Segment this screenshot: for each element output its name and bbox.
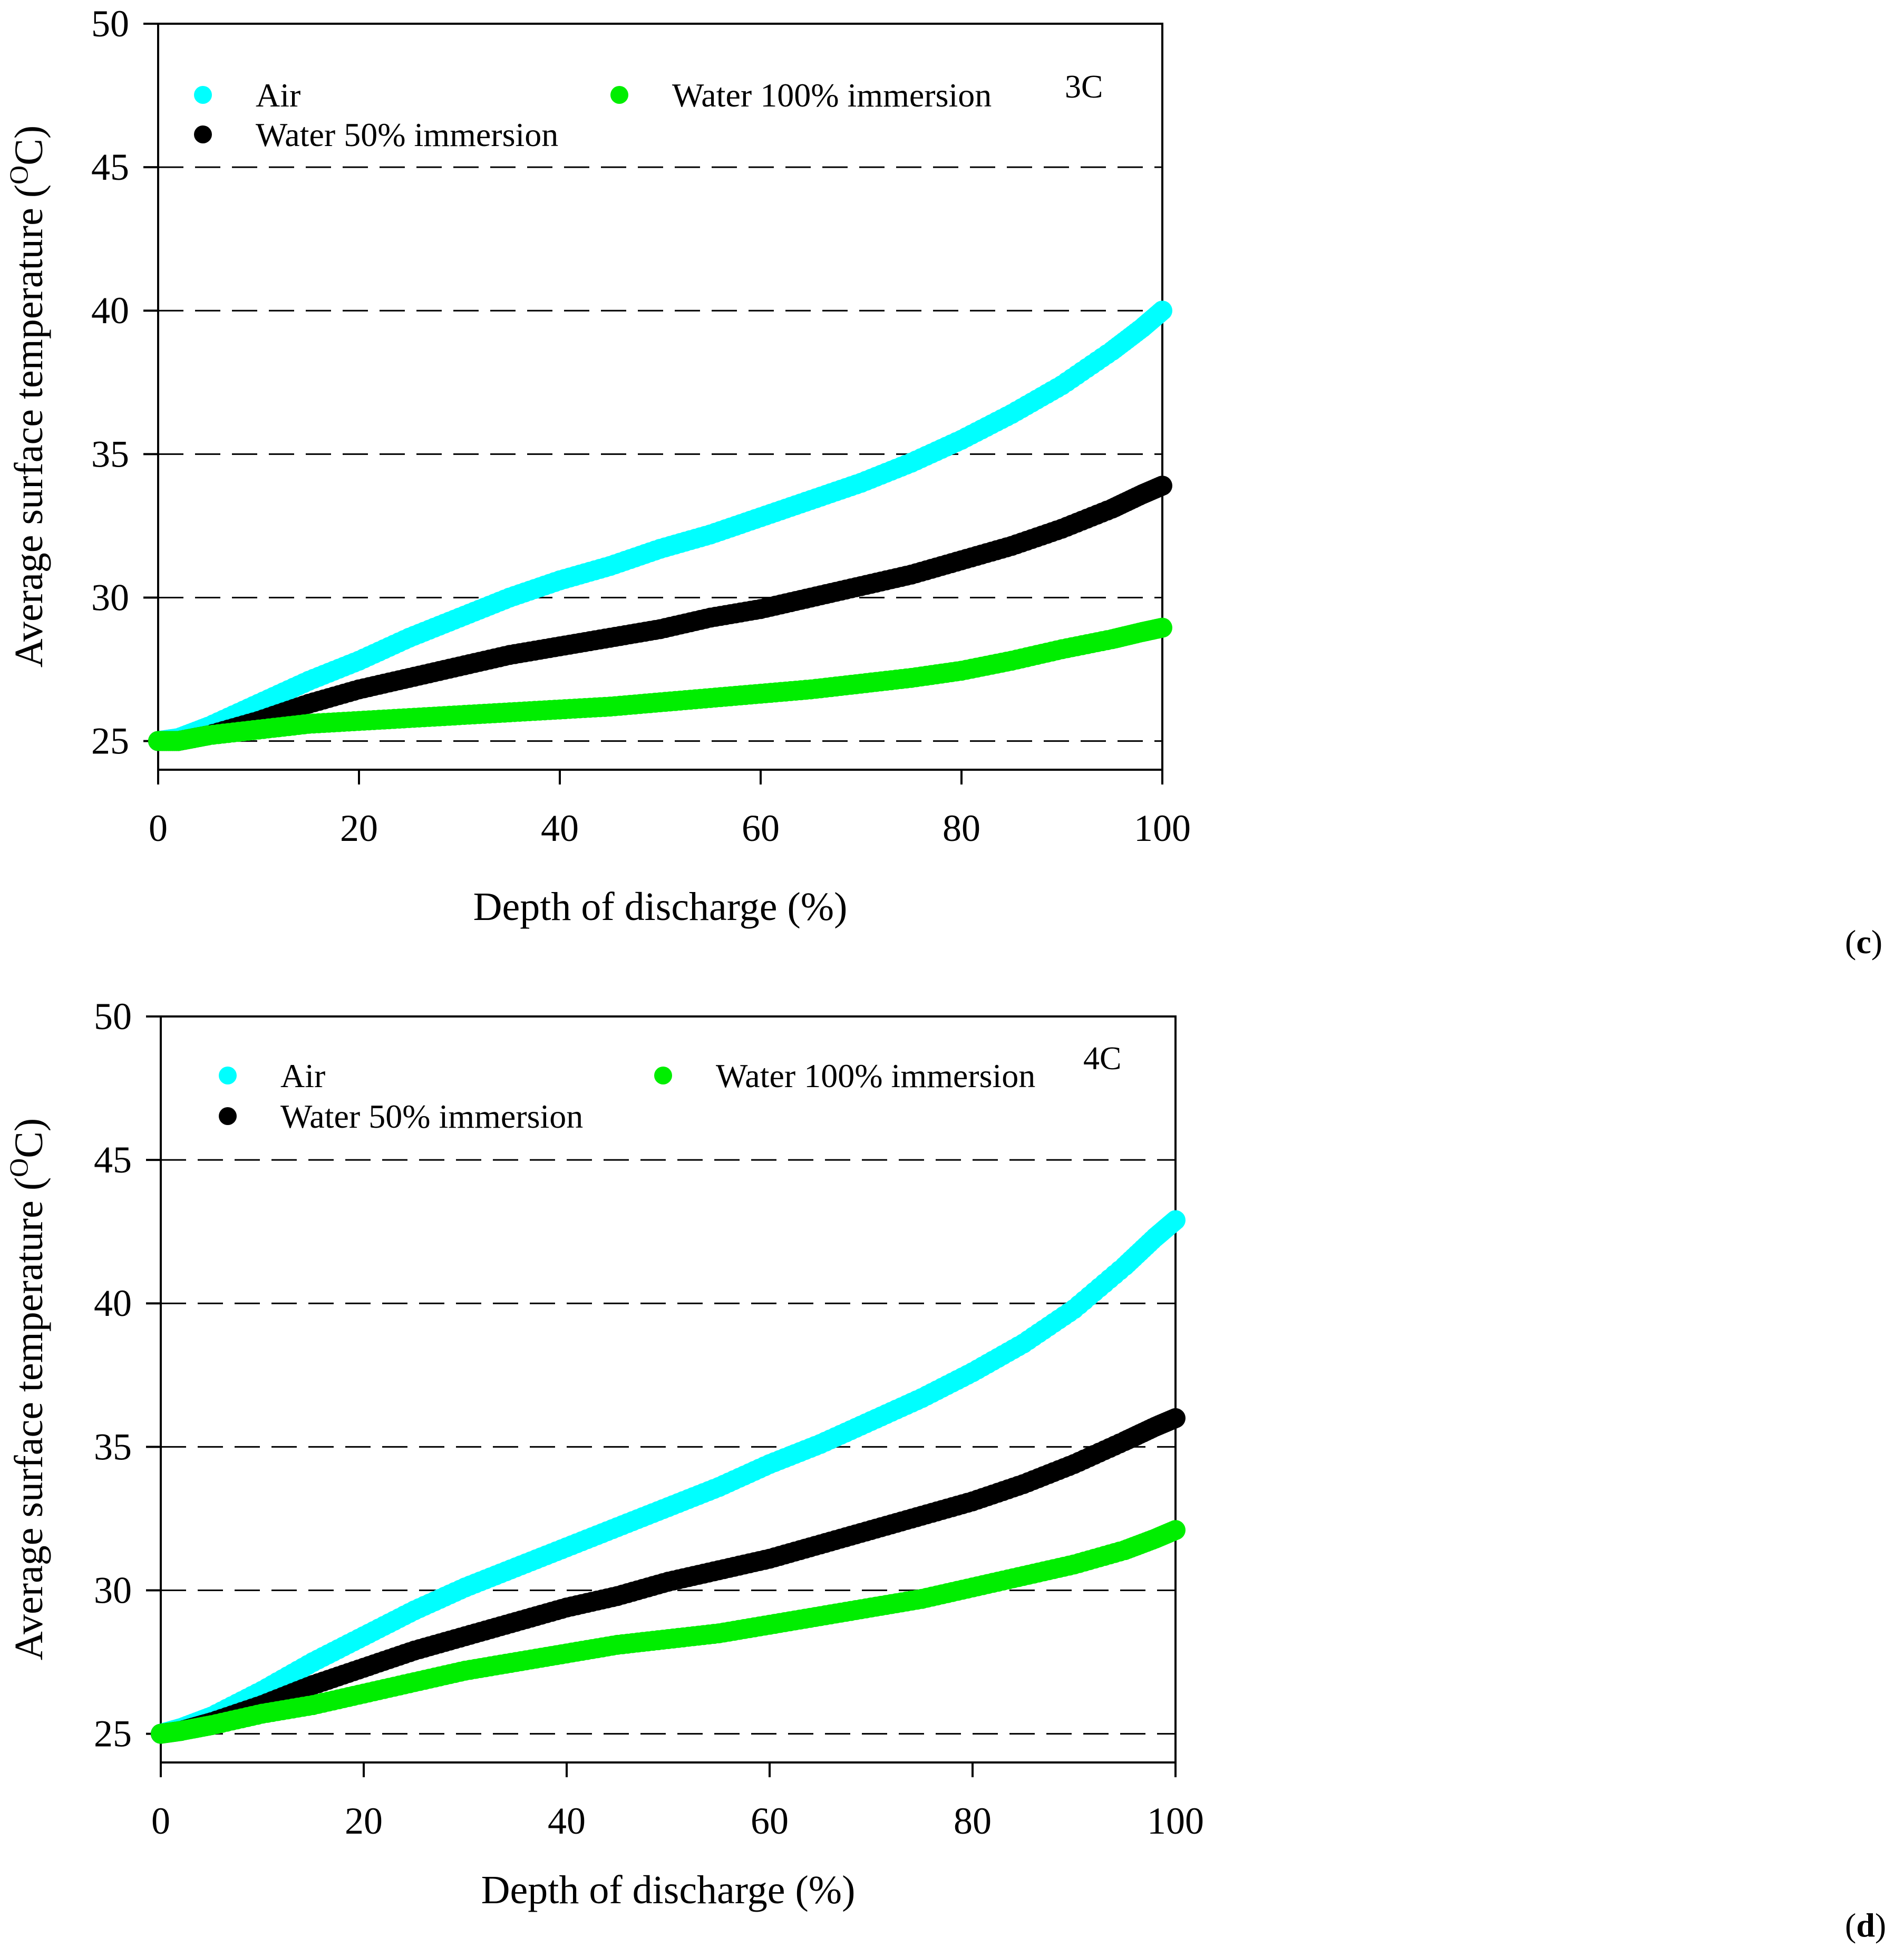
- c-rate-label: 4C: [1083, 1041, 1121, 1077]
- legend-label: Water 100% immersion: [716, 1057, 1035, 1094]
- legend-label: Air: [256, 76, 300, 114]
- data-point: [1152, 617, 1172, 638]
- legend-label: Water 50% immersion: [256, 116, 558, 153]
- data-point: [1165, 1210, 1186, 1231]
- legend-marker: [219, 1067, 237, 1084]
- y-tick-label: 35: [91, 433, 129, 475]
- x-tick-label: 40: [548, 1800, 586, 1842]
- panel-d-tag: (d): [1845, 1906, 1887, 1944]
- y-tick-label: 25: [94, 1713, 132, 1755]
- x-tick-label: 100: [1147, 1800, 1204, 1842]
- y-tick-label: 30: [94, 1569, 132, 1611]
- x-tick-label: 20: [340, 807, 378, 849]
- x-tick-label: 60: [751, 1800, 789, 1842]
- c-rate-label: 3C: [1065, 69, 1103, 105]
- x-tick-label: 40: [541, 807, 579, 849]
- chart-panel-d: 25 30 35 40 45 50 0 20 40 60 80 100 Depth of dischar…: [4, 995, 1204, 1912]
- series-air: [148, 301, 1172, 751]
- data-point: [1165, 1520, 1186, 1541]
- y-tick-label: 40: [91, 289, 129, 332]
- data-point: [1152, 301, 1172, 321]
- y-tick-label: 50: [94, 995, 132, 1038]
- data-point: [1165, 1408, 1186, 1428]
- series-air: [151, 1210, 1186, 1744]
- panel-c-tag: (c): [1845, 923, 1883, 961]
- chart-panel-c: 25 30 35 40 45 50 0 20 40 60 80 100 Depth of dischar…: [4, 3, 1191, 929]
- legend-marker: [654, 1067, 672, 1084]
- y-axis-label: Average surface temperature (OC): [4, 125, 51, 667]
- y-tick-label: 35: [94, 1426, 132, 1468]
- x-axis-label: Depth of discharge (%): [481, 1868, 856, 1912]
- series-water-100-immersion: [151, 1520, 1186, 1744]
- x-tick-label: 80: [954, 1800, 992, 1842]
- legend-marker: [219, 1107, 237, 1125]
- y-tick-label: 45: [91, 146, 129, 188]
- y-tick-label: 45: [94, 1139, 132, 1181]
- legend-marker: [610, 86, 628, 104]
- x-tick-label: 20: [345, 1800, 383, 1842]
- x-tick-label: 60: [742, 807, 780, 849]
- data-point: [1152, 476, 1172, 496]
- legend-marker: [194, 125, 212, 143]
- x-tick-label: 0: [151, 1800, 170, 1842]
- plot-frame: [160, 1015, 1177, 1764]
- y-axis-label: Average surface temperature (OC): [4, 1118, 51, 1660]
- legend-label: Water 50% immersion: [280, 1098, 583, 1135]
- legend-marker: [194, 86, 212, 104]
- y-tick-label: 50: [91, 3, 129, 45]
- y-tick-label: 25: [91, 720, 129, 762]
- y-tick-label: 30: [91, 576, 129, 618]
- legend-label: Water 100% immersion: [672, 76, 992, 114]
- x-tick-label: 100: [1134, 807, 1191, 849]
- x-tick-label: 0: [149, 807, 168, 849]
- x-tick-label: 80: [943, 807, 980, 849]
- plot-frame: [157, 23, 1163, 771]
- legend-label: Air: [280, 1057, 325, 1094]
- y-tick-label: 40: [94, 1282, 132, 1324]
- x-axis-label: Depth of discharge (%): [473, 885, 848, 929]
- series-water-100-immersion: [148, 617, 1172, 751]
